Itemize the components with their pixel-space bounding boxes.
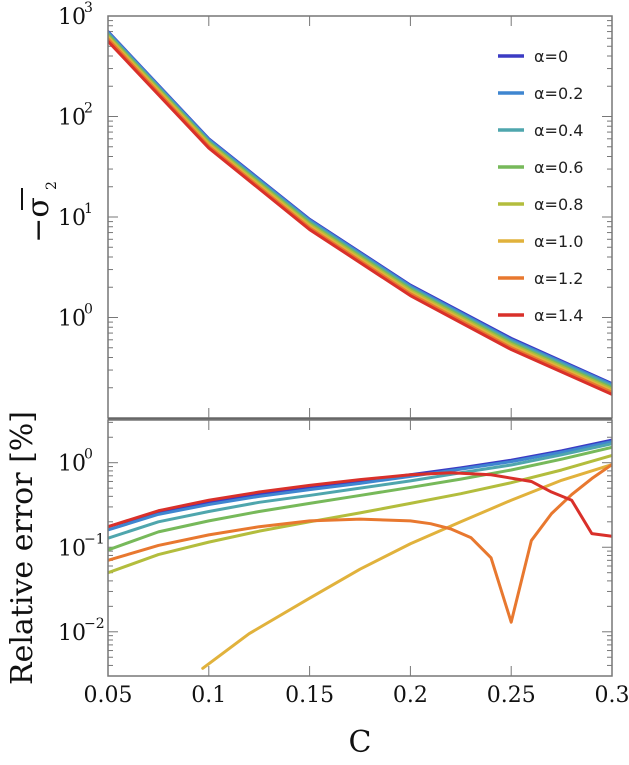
top-y-tick-exponent: 3 xyxy=(84,0,93,16)
top-y-axis-title: −σ 2 xyxy=(21,181,60,243)
top-y-tick-label: 10 xyxy=(58,307,86,332)
bottom-series-α=0.6 xyxy=(108,445,612,552)
bottom-y-axis-title: Relative error [%] xyxy=(5,411,40,685)
top-series-α=1.4 xyxy=(108,39,612,396)
bottom-y-tick-exponent: −1 xyxy=(84,531,105,547)
bottom-series-α=1.2 xyxy=(108,463,612,624)
top-y-axis-title-base: −σ xyxy=(21,197,56,243)
x-tick-label: 0.1 xyxy=(191,683,226,708)
legend-label: α=1.2 xyxy=(534,269,583,288)
top-y-tick-label: 10 xyxy=(58,106,86,131)
x-axis-title: C xyxy=(349,725,372,760)
x-tick-label: 0.2 xyxy=(393,683,428,708)
top-y-tick-label: 10 xyxy=(58,206,86,231)
top-y-tick-exponent: 1 xyxy=(84,201,93,217)
bottom-y-tick-label: 10 xyxy=(58,621,86,646)
bottom-series-α=0.4 xyxy=(108,442,612,540)
x-tick-label: 0.3 xyxy=(595,683,629,708)
bottom-y-tick-exponent: −2 xyxy=(84,616,105,632)
bottom-series-α=1.4 xyxy=(108,471,612,538)
x-axis: 0.05 0.1 0.15 0.2 0.25 0.3 xyxy=(84,16,629,708)
top-y-axis-title-sub: 2 xyxy=(44,181,60,190)
bottom-y-tick-label: 10 xyxy=(58,536,86,561)
bottom-y-tick-label: 10 xyxy=(58,452,86,477)
legend-label: α=0.2 xyxy=(534,84,583,103)
x-tick-label: 0.25 xyxy=(487,683,536,708)
top-y-tick-exponent: 2 xyxy=(84,101,93,117)
x-tick-label: 0.15 xyxy=(285,683,334,708)
bottom-y-tick-exponent: 0 xyxy=(84,447,93,463)
legend-label: α=0.6 xyxy=(534,158,583,177)
legend-label: α=0.8 xyxy=(534,195,583,214)
legend-label: α=0.4 xyxy=(534,121,583,140)
legend: α=0 α=0.2 α=0.4 α=0.6 α=0.8 α=1.0 α=1.2 α=1.4 xyxy=(498,47,583,325)
top-y-tick-exponent: 0 xyxy=(84,302,93,318)
top-y-tick-label: 10 xyxy=(58,5,86,30)
legend-label: α=0 xyxy=(534,47,568,66)
legend-label: α=1.0 xyxy=(534,232,583,251)
legend-label: α=1.4 xyxy=(534,306,583,325)
bottom-series-α=0.2 xyxy=(108,440,612,532)
bottom-frame xyxy=(107,419,613,677)
x-tick-label: 0.05 xyxy=(84,683,133,708)
bottom-series-α=0.8 xyxy=(108,453,612,575)
svg-text:−σ: −σ xyxy=(21,197,56,243)
